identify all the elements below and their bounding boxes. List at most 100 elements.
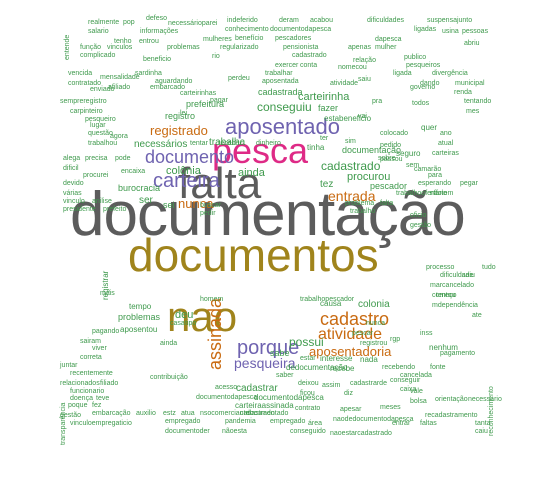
word-lugar: lugar: [90, 122, 106, 129]
word-trabalho: trabalho: [350, 208, 376, 215]
word-publico: publico: [404, 54, 427, 61]
word-quer: quer: [421, 123, 438, 132]
word-precisa: precisa: [85, 155, 108, 162]
word-faltas: faltas: [420, 420, 437, 427]
word-reconhecimento: reconhecimento: [488, 386, 495, 436]
word-documentado: documentado: [246, 410, 289, 417]
word-caiu: caiu: [475, 428, 488, 435]
word-causa: causa: [320, 299, 342, 308]
word-contrato: contrato: [295, 405, 321, 412]
word-nunca: nunca: [178, 196, 214, 211]
word-rio: rio: [212, 53, 220, 60]
word-nunca-small: nunca: [366, 320, 386, 327]
word-transparencia: transparência: [60, 402, 67, 445]
word-abriu: abriu: [464, 40, 480, 47]
word-carteirinha: carteirinha: [298, 91, 350, 103]
word-problemas-top: problemas: [167, 44, 200, 51]
word-passou: passou: [380, 156, 403, 163]
word-tentando: tentando: [464, 98, 492, 105]
word-receber: receber: [218, 140, 242, 147]
word-tenho: tenho: [114, 38, 132, 45]
word-fonte: fonte: [430, 364, 446, 371]
word-deixou: deixou: [298, 380, 319, 387]
word-oficio: oficio: [410, 212, 427, 219]
word-vai: vai: [358, 113, 367, 120]
word-ligadas: ligadas: [414, 26, 437, 33]
word-devido: devido: [63, 180, 84, 187]
word-entrada: entrada: [328, 188, 376, 204]
word-caixa: caixa: [400, 386, 417, 393]
word-documentodasapesca: documentodapesca: [196, 394, 258, 401]
word-marcancelado: marcancelado: [430, 282, 474, 289]
word-beneficio-2: beneficio: [143, 56, 172, 63]
word-regularizado: regularizado: [220, 44, 259, 51]
word-pesca: pesca: [212, 130, 309, 171]
word-recebe: recebe: [330, 364, 355, 373]
word-pescador: pescador: [370, 181, 408, 191]
word-pesqueira: pesqueira: [234, 355, 296, 371]
word-atividade-small: atividade: [330, 80, 359, 87]
word-procurei: procurei: [83, 172, 109, 179]
word-cadastro: cadastro: [320, 309, 390, 329]
word-tudo: tudo: [482, 264, 496, 271]
word-sim: sim: [345, 138, 356, 145]
word-relacionados: relacionados: [60, 380, 100, 387]
word-tipo: tipo: [185, 320, 197, 327]
word-necessario: necessario: [468, 396, 502, 403]
word-ligada: ligada: [393, 70, 412, 77]
word-cadastrar: cadastrar: [236, 383, 278, 394]
word-carteiraassinada: carteiraassinada: [235, 401, 294, 410]
word-colocado: colocado: [380, 130, 409, 137]
word-pescadores: pescadores: [275, 35, 312, 42]
word-nomecou: nomecou: [338, 64, 367, 71]
word-ficou: ficou: [300, 390, 315, 397]
word-problema: problema: [345, 200, 375, 207]
word-relacao: relação: [353, 57, 376, 64]
word-enviado: enviado: [90, 86, 115, 93]
word-buscar: buscar: [200, 202, 222, 209]
word-informacoes: informações: [140, 28, 179, 35]
word-exercer: exercer: [275, 62, 299, 69]
word-saiu: saiu: [358, 76, 371, 83]
word-lei: lei: [180, 110, 188, 117]
word-dificil: dificil: [63, 165, 79, 172]
word-sobre: sobre: [378, 155, 396, 162]
word-dificuldades: dificuldades: [367, 17, 404, 24]
word-tentou: tentou: [436, 292, 456, 299]
word-trabalhou: trabalhou: [88, 140, 118, 147]
word-empregado: empregado: [165, 418, 201, 425]
word-complicado: complicado: [80, 52, 116, 59]
word-inss: inss: [420, 330, 433, 337]
word-assim: assim: [322, 382, 341, 389]
word-trabalhoofertario: trabalhoofertário: [396, 190, 447, 197]
word-estar: estar: [300, 355, 316, 362]
word-doenca: doença: [70, 395, 93, 402]
word-suspensajunto: suspensajunto: [427, 17, 473, 24]
word-registrado: registrado: [150, 123, 208, 138]
word-burocracia: burocracia: [118, 183, 161, 193]
word-diz: diz: [344, 390, 353, 397]
word-comeco: começo: [432, 292, 457, 299]
word-area: área: [308, 420, 323, 427]
word-pensionista: pensionista: [283, 44, 319, 51]
word-naodedocumentodapesca: naodedocumentodapesca: [333, 416, 414, 423]
word-municipal: municipal: [455, 80, 485, 87]
word-carteiras: carteiras: [432, 150, 459, 157]
word-semprepregistro: sempreregistro: [60, 98, 107, 105]
word-filiado: filiado: [100, 380, 119, 387]
word-casa: casa: [170, 320, 185, 327]
word-trabalha: trabalha: [209, 137, 246, 148]
word-documentodapesca-top: documentodapesca: [270, 26, 332, 33]
word-pegar: pegar: [460, 180, 478, 187]
word-alega: alega: [63, 155, 81, 162]
word-aposentado: aposentado: [225, 114, 340, 139]
word-documentos: documentos: [128, 229, 379, 281]
word-mensalidade: mensalidade: [100, 74, 140, 81]
word-conseguido: conseguido: [290, 428, 326, 435]
word-pesqueiro: pesqueiro: [85, 116, 116, 123]
word-dinheiro: dinheiro: [256, 140, 281, 147]
word-problemas: problemas: [118, 312, 161, 322]
word-usina: usina: [442, 28, 459, 35]
word-recebendo: recebendo: [382, 364, 416, 371]
word-correta: correta: [80, 354, 102, 361]
